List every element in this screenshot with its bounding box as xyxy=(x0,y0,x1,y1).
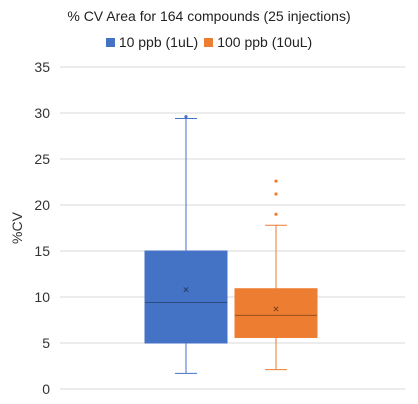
series-2-outlier-2 xyxy=(274,192,277,195)
y-tick-label-5: 5 xyxy=(42,335,50,351)
y-axis-label: %CV xyxy=(9,211,25,244)
y-tick-label-35: 35 xyxy=(34,59,50,75)
y-tick-label-25: 25 xyxy=(34,151,50,167)
series-2-outlier-1 xyxy=(274,213,277,216)
y-tick-label-20: 20 xyxy=(34,197,50,213)
y-tick-label-10: 10 xyxy=(34,289,50,305)
series-2-outlier-3 xyxy=(274,179,277,182)
series-1-outlier-1 xyxy=(184,115,187,118)
y-tick-label-0: 0 xyxy=(42,381,50,397)
y-tick-label-30: 30 xyxy=(34,105,50,121)
series-1-box xyxy=(145,251,227,343)
series-2-box xyxy=(235,289,317,338)
y-tick-label-15: 15 xyxy=(34,243,50,259)
